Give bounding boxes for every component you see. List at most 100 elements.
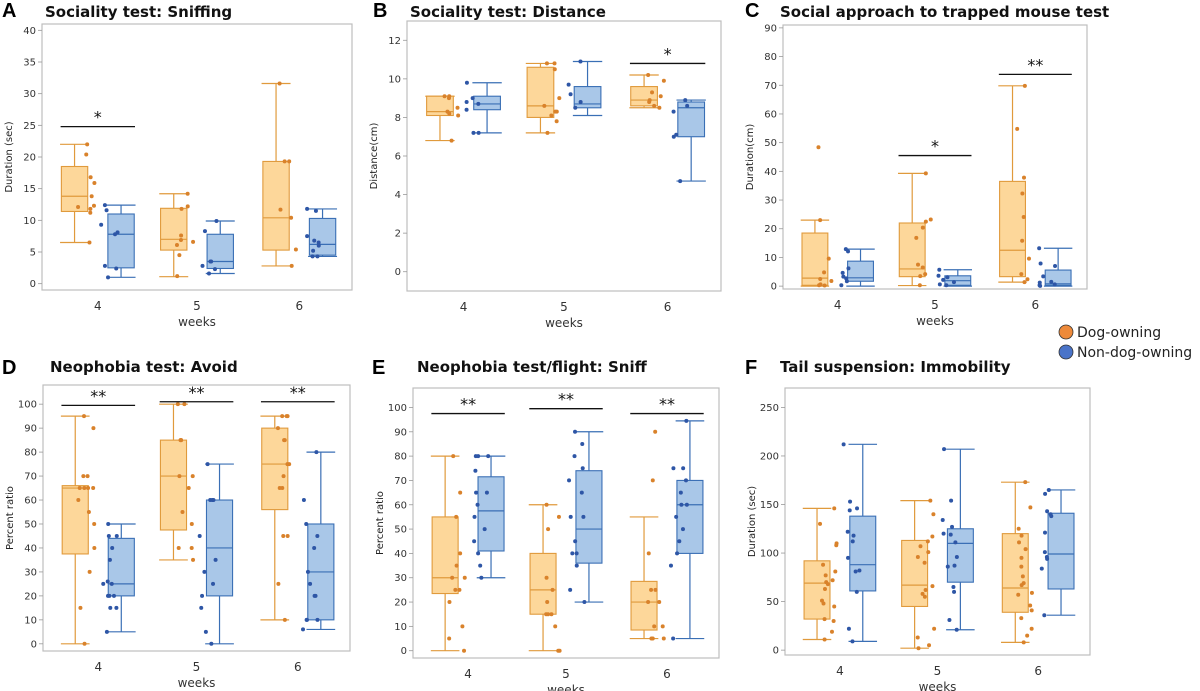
data-point [110,545,115,550]
box-dog-owning [159,402,196,562]
data-point [476,551,481,556]
box-iqr [946,528,974,583]
data-point [1042,550,1047,555]
y-tick-label: 0 [30,279,36,290]
x-tick-label: 6 [1034,664,1042,678]
data-point [914,235,919,240]
data-point [185,191,190,196]
y-tick-label: 8 [395,113,401,124]
data-point [189,545,194,550]
data-point [177,474,182,479]
data-point [546,612,551,617]
box-non-dog-owning [472,454,506,580]
x-tick-label: 6 [294,660,302,674]
box-iqr [1001,533,1029,613]
data-point [104,208,109,213]
y-tick-label: 20 [394,598,407,609]
data-point [671,109,676,114]
data-point [277,486,282,491]
significance-label: * [94,108,102,127]
significance-label: ** [90,386,106,405]
data-point [476,101,481,106]
data-point [952,563,957,568]
data-point [76,498,81,503]
data-point [1039,566,1044,571]
data-point [925,539,930,544]
box-non-dog-owning [464,80,502,135]
significance-label: ** [1027,55,1043,74]
data-point [652,103,657,108]
box-non-dog-owning [839,247,875,288]
data-point [464,100,469,104]
plot-area: 0 50 100 150 200 250 Duration (sec) 4 5 6 weeks [747,387,1091,691]
data-point [678,179,683,184]
box-non-dog-owning [1037,246,1073,288]
data-point [301,627,306,632]
y-tick-label: 10 [24,615,37,626]
data-point [464,80,469,85]
data-point [287,462,292,467]
data-point [450,575,455,580]
legend: Dog-owning Non-dog-owning [1058,324,1192,361]
y-tick-label: 0 [401,646,407,657]
data-point [845,529,850,534]
data-point [851,533,856,538]
y-tick-label: 60 [764,109,777,120]
box-dog-owning [430,454,467,653]
data-point [473,454,478,459]
data-point [1045,556,1050,561]
y-axis-label: Distance(cm) [369,123,380,190]
data-point [179,206,184,211]
data-point [205,462,210,467]
box-iqr [526,66,555,118]
box-non-dog-owning [668,418,705,641]
data-point [574,563,579,568]
data-point [657,105,662,110]
box-dog-owning [425,94,461,143]
panel-title: Neophobia test: Avoid [50,358,238,376]
data-point [111,593,116,598]
data-point [293,247,298,252]
data-point [553,109,558,114]
data-point [847,508,852,513]
y-tick-label: 30 [23,89,36,100]
y-tick-label: 20 [24,591,37,602]
data-point [301,498,306,503]
data-point [464,107,469,112]
y-tick-label: 35 [23,58,36,69]
data-point [484,490,489,495]
data-point [191,239,196,244]
y-tick-label: 60 [394,500,407,511]
data-point [191,557,196,562]
x-tick-label: 6 [1031,298,1039,312]
data-point [276,581,281,586]
data-point [312,545,317,550]
data-point [447,636,452,641]
data-point [844,279,849,284]
data-point [674,514,679,519]
data-point [544,61,549,66]
data-point [1023,547,1028,552]
data-point [82,414,87,419]
data-point [462,575,467,580]
x-tick-label: 5 [193,660,201,674]
data-point [855,506,860,511]
data-point [679,502,684,507]
y-tick-label: 90 [764,23,777,34]
data-point [580,466,585,471]
data-point [675,551,680,556]
data-point [544,502,549,507]
panel-title: Neophobia test/flight: Sniff [417,358,648,376]
y-tick-label: 30 [394,573,407,584]
data-point [582,600,587,605]
y-tick-label: 150 [760,500,779,511]
data-point [114,266,119,271]
data-point [202,229,207,234]
y-tick-label: 80 [394,452,407,463]
plot-frame [406,20,722,292]
data-point [113,232,118,237]
data-point [572,454,577,459]
panel-e: E Neophobia test/flight: Sniff 0 10 20 30 40… [372,357,720,691]
data-point [544,575,549,580]
x-axis-label: weeks [545,316,583,330]
